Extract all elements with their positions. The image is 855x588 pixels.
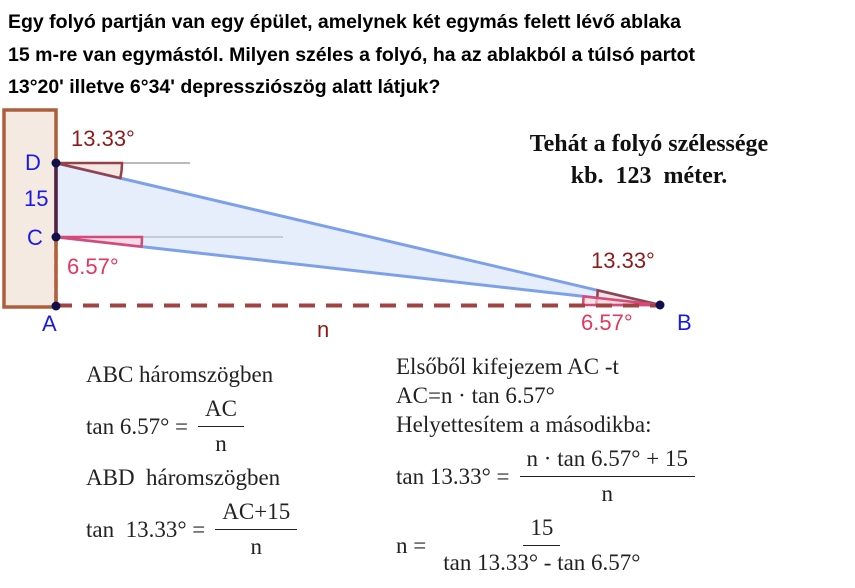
answer-line-2: kb. 123 méter. [570, 163, 728, 189]
window-distance-label: 15 [24, 186, 48, 211]
point-label-a: A [42, 311, 57, 336]
equation-lhs: tan 13.33° = [396, 463, 510, 489]
solution-right-equation-1: tan 13.33° = n · tan 6.57° + 15 n [396, 444, 695, 508]
solution-right: Elsőből kifejezem AC -t AC=n · tan 6.57°… [396, 352, 695, 582]
solution-right-line-2: AC=n · tan 6.57° [396, 383, 555, 408]
answer-line-1: Tehát a folyó szélessége [529, 131, 769, 157]
fraction-numerator: AC+15 [215, 497, 298, 530]
solution-left-equation-1: tan 6.57° = AC n [86, 394, 297, 458]
solution-right-line-3: Helyettesítem a másodikba: [396, 412, 652, 437]
equation-lhs: n = [396, 532, 427, 558]
point-d [51, 158, 61, 168]
point-label-b: B [677, 310, 692, 335]
river-width-label: n [317, 317, 329, 342]
point-b [655, 300, 665, 310]
fraction-numerator: n · tan 6.57° + 15 [519, 444, 695, 477]
fraction: AC+15 n [215, 497, 298, 561]
point-label-d: D [25, 150, 41, 175]
answer-text: Tehát a folyó szélessége kb. 123 méter. [496, 128, 802, 192]
fraction: AC n [198, 394, 244, 458]
fraction: n · tan 6.57° + 15 n [519, 444, 695, 508]
fraction-denominator: n [601, 481, 614, 506]
fraction-denominator: n [250, 534, 262, 559]
solution-left-heading-1: ABC háromszögben [86, 362, 274, 387]
problem-line-1: Egy folyó partján van egy épület, amelyn… [8, 11, 682, 33]
angle-label-c: 6.57° [67, 254, 119, 279]
solution-left-equation-2: tan 13.33° = AC+15 n [86, 497, 298, 561]
building-rect [2, 108, 58, 309]
fraction: 15 tan 13.33° - tan 6.57° [436, 513, 647, 577]
solution-right-line-1: Elsőből kifejezem AC -t [396, 354, 619, 379]
equation-lhs: tan 6.57° = [86, 413, 189, 439]
angle-marker-c [55, 235, 144, 249]
point-c [51, 232, 61, 242]
problem-statement: Egy folyó partján van egy épület, amelyn… [8, 6, 768, 104]
point-a [51, 301, 61, 311]
angle-label-d: 13.33° [71, 126, 135, 151]
equation-lhs: tan 13.33° = [86, 516, 206, 542]
solution-left-heading-2: ABD háromszögben [86, 465, 281, 490]
problem-line-2: 15 m-re van egymástól. Milyen széles a f… [8, 43, 696, 66]
fraction-numerator: 15 [523, 513, 561, 546]
solution-right-equation-2: n = 15 tan 13.33° - tan 6.57° [396, 513, 695, 577]
problem-line-3: 13°20' illetve 6°34' depressziószög alat… [8, 76, 441, 98]
angle-label-b-top: 13.33° [591, 248, 655, 273]
angle-label-b-bottom: 6.57° [581, 310, 633, 335]
fraction-numerator: AC [198, 394, 244, 427]
fraction-denominator: tan 13.33° - tan 6.57° [443, 550, 641, 575]
solution-left: ABC háromszögben tan 6.57° = AC n ABD há… [86, 360, 298, 566]
fraction-denominator: n [215, 431, 227, 456]
point-label-c: C [27, 225, 43, 250]
angle-marker-d [55, 161, 124, 180]
